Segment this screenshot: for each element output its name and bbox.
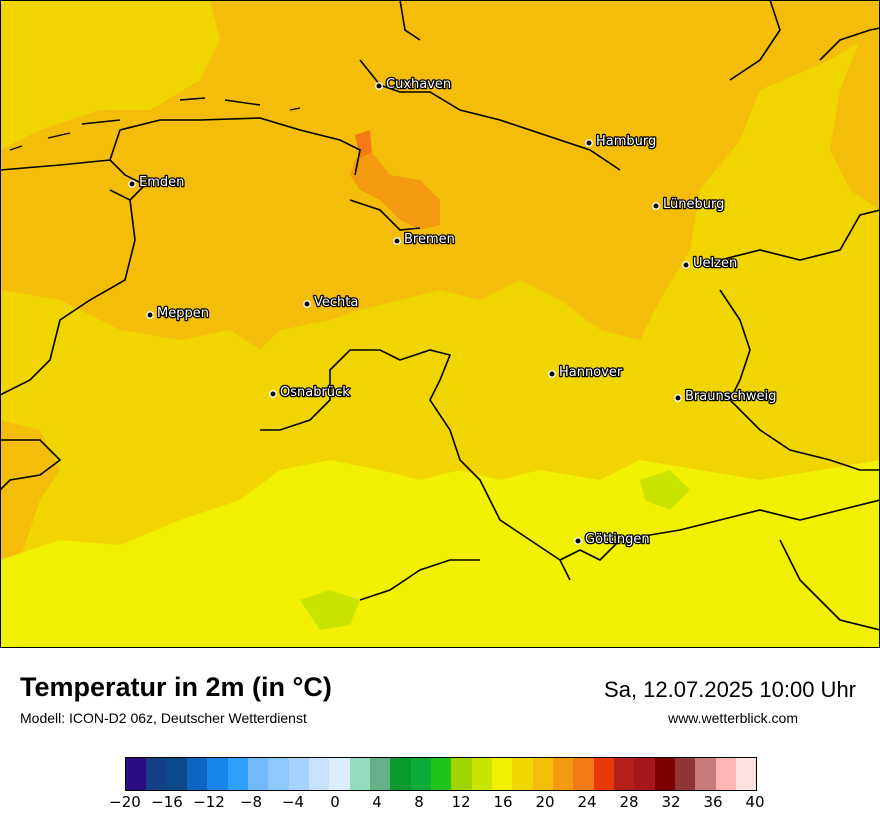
city-marker	[393, 237, 401, 245]
legend-tick-label: 24	[577, 793, 597, 811]
legend-swatch	[735, 758, 757, 790]
legend-swatch	[207, 758, 228, 790]
legend-swatch	[715, 758, 736, 790]
valid-time: Sa, 12.07.2025 10:00 Uhr	[604, 677, 856, 702]
city-marker	[269, 390, 277, 398]
legend-swatch	[593, 758, 614, 790]
legend-tick-label: 12	[451, 793, 471, 811]
map-title: Temperatur in 2m (in °C)	[20, 672, 332, 702]
legend-swatch	[329, 758, 350, 790]
legend-swatch	[471, 758, 492, 790]
legend-swatch	[552, 758, 574, 790]
city-markers: Cuxhaven Hamburg Emden Lüneburg Bremen Uelzen…	[128, 76, 778, 548]
temperature-field-20-22-east	[830, 0, 880, 210]
city-label: Lüneburg	[663, 197, 724, 212]
city-marker	[682, 261, 690, 269]
legend-swatch	[573, 758, 594, 790]
legend-swatch	[308, 758, 330, 790]
city-label: Vechta	[314, 295, 358, 310]
legend-swatch	[410, 758, 431, 790]
city-label: Braunschweig	[685, 389, 776, 404]
legend-tick-label: 4	[372, 793, 382, 811]
legend-tick-label: 16	[493, 793, 513, 811]
city-label: Osnabrück	[280, 385, 350, 400]
city-marker	[303, 300, 311, 308]
legend-swatch	[146, 758, 167, 790]
legend-tick-label: 40	[745, 793, 765, 811]
temperature-field-14-16	[300, 590, 360, 630]
legend-swatch	[166, 758, 187, 790]
city-label: Göttingen	[585, 532, 650, 547]
borders	[0, 0, 880, 631]
color-legend	[125, 757, 757, 791]
city-label: Uelzen	[693, 256, 737, 271]
legend-swatch	[247, 758, 269, 790]
city-marker	[574, 537, 582, 545]
temperature-field-22-24	[350, 150, 440, 230]
legend-swatch	[227, 758, 248, 790]
color-legend-ticks: −20 −16 −12 −8 −4 0 4 8 12 16 20 24 28 32 36 40	[109, 793, 764, 817]
legend-tick-label: 8	[414, 793, 424, 811]
city-label: Cuxhaven	[386, 77, 451, 92]
city-marker	[548, 370, 556, 378]
legend-tick-label: −16	[151, 793, 183, 811]
legend-swatch	[451, 758, 472, 790]
legend-swatch	[430, 758, 452, 790]
temperature-map: Cuxhaven Hamburg Emden Lüneburg Bremen Uelzen…	[0, 0, 880, 648]
city-marker	[146, 311, 154, 319]
legend-swatch	[695, 758, 716, 790]
legend-tick-label: −4	[281, 793, 305, 811]
legend-swatch	[491, 758, 513, 790]
legend-swatch	[654, 758, 675, 790]
city-label: Meppen	[157, 306, 209, 321]
temperature-field-coast-cool	[0, 0, 220, 150]
city-label: Bremen	[404, 232, 455, 247]
legend-swatch	[512, 758, 533, 790]
legend-tick-label: 0	[330, 793, 340, 811]
temperature-field-20-22	[0, 0, 880, 350]
model-info: Modell: ICON-D2 06z, Deutscher Wetterdie…	[20, 710, 307, 726]
legend-swatch	[126, 758, 147, 790]
temperature-field-16-18	[0, 460, 880, 648]
source-link[interactable]: www.wetterblick.com	[668, 710, 798, 726]
legend-swatch	[613, 758, 635, 790]
city-marker	[375, 82, 383, 90]
legend-swatch	[674, 758, 696, 790]
legend-swatch	[532, 758, 553, 790]
legend-tick-label: 20	[535, 793, 555, 811]
frisian-islands	[9, 97, 301, 151]
city-marker	[674, 394, 682, 402]
temperature-field-14-16-east	[640, 470, 690, 510]
legend-swatch	[634, 758, 655, 790]
legend-swatch	[390, 758, 411, 790]
city-label: Emden	[139, 175, 184, 190]
city-marker	[652, 202, 660, 210]
legend-swatch	[349, 758, 370, 790]
legend-swatch	[186, 758, 208, 790]
temperature-field-20-22-sw	[0, 420, 60, 580]
legend-tick-label: 28	[619, 793, 639, 811]
legend-swatch	[288, 758, 309, 790]
legend-tick-label: −12	[193, 793, 225, 811]
city-marker	[585, 139, 593, 147]
legend-tick-label: 36	[703, 793, 723, 811]
city-label: Hannover	[559, 365, 623, 380]
legend-swatch	[268, 758, 289, 790]
legend-tick-label: −20	[109, 793, 141, 811]
legend-swatch	[369, 758, 391, 790]
city-label: Hamburg	[596, 134, 656, 149]
legend-tick-label: −8	[239, 793, 263, 811]
city-marker	[128, 180, 136, 188]
legend-tick-label: 32	[661, 793, 681, 811]
